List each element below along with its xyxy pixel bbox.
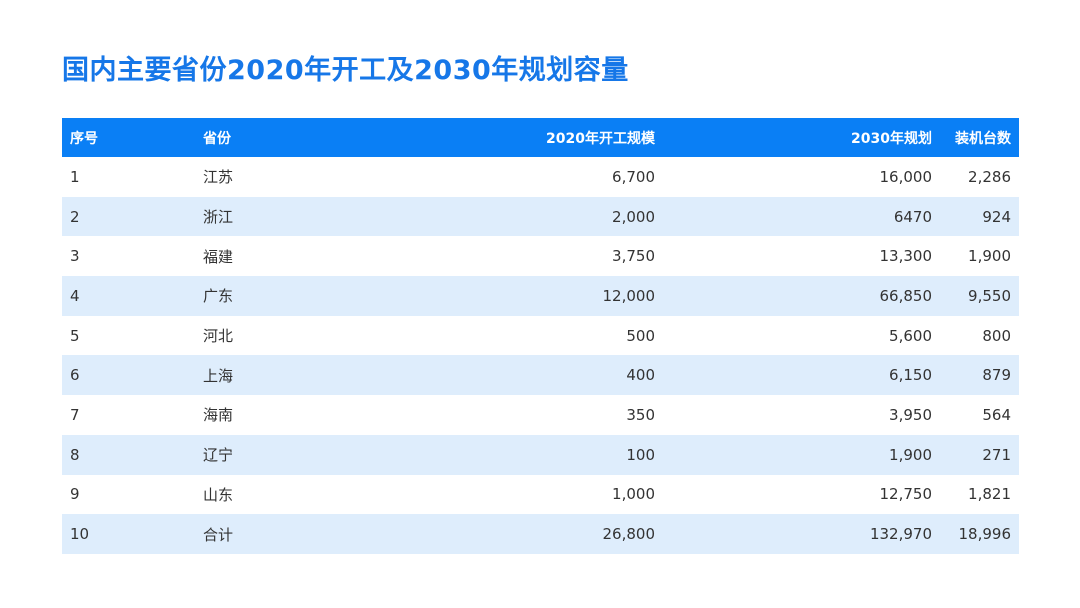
cell-2030-plan: 132,970 [663,514,940,554]
cell-province: 江苏 [195,157,329,197]
table-row: 6 上海 400 6,150 879 [62,355,1019,396]
cell-2020-scale: 12,000 [329,276,663,316]
header-unit-count: 装机台数 [940,118,1019,157]
header-2020-scale: 2020年开工规模 [329,118,663,157]
cell-2020-scale: 2,000 [329,196,663,237]
cell-2030-plan: 12,750 [663,474,940,515]
table-row: 4 广东 12,000 66,850 9,550 [62,276,1019,316]
cell-2020-scale: 6,700 [329,157,663,197]
table-row: 5 河北 500 5,600 800 [62,315,1019,356]
cell-index: 7 [62,395,195,435]
cell-2030-plan: 5,600 [663,315,940,356]
cell-province: 浙江 [195,196,329,237]
cell-2020-scale: 350 [329,395,663,435]
cell-2030-plan: 16,000 [663,157,940,197]
cell-2030-plan: 6470 [663,196,940,237]
cell-2020-scale: 100 [329,434,663,475]
cell-2030-plan: 66,850 [663,276,940,316]
table-row-total: 10 合计 26,800 132,970 18,996 [62,514,1019,554]
cell-index: 2 [62,196,195,237]
table-row: 7 海南 350 3,950 564 [62,395,1019,435]
cell-index: 3 [62,236,195,277]
table-row: 3 福建 3,750 13,300 1,900 [62,236,1019,277]
cell-unit-count: 800 [940,315,1019,356]
header-index: 序号 [62,118,195,157]
cell-2020-scale: 400 [329,355,663,396]
cell-2030-plan: 13,300 [663,236,940,277]
cell-2030-plan: 3,950 [663,395,940,435]
cell-index: 9 [62,474,195,515]
table-row: 9 山东 1,000 12,750 1,821 [62,474,1019,515]
cell-unit-count: 564 [940,395,1019,435]
table-row: 1 江苏 6,700 16,000 2,286 [62,157,1019,197]
cell-unit-count: 271 [940,434,1019,475]
cell-unit-count: 879 [940,355,1019,396]
table-header-row: 序号 省份 2020年开工规模 2030年规划 装机台数 [62,118,1019,157]
cell-2020-scale: 1,000 [329,474,663,515]
cell-2030-plan: 1,900 [663,434,940,475]
cell-2030-plan: 6,150 [663,355,940,396]
cell-province: 上海 [195,355,329,396]
cell-index: 8 [62,434,195,475]
cell-unit-count: 2,286 [940,157,1019,197]
cell-index: 10 [62,514,195,554]
cell-unit-count: 18,996 [940,514,1019,554]
cell-unit-count: 924 [940,196,1019,237]
cell-unit-count: 1,821 [940,474,1019,515]
header-province: 省份 [195,118,329,157]
cell-province: 合计 [195,514,329,554]
cell-index: 6 [62,355,195,396]
cell-2020-scale: 3,750 [329,236,663,277]
table-row: 2 浙江 2,000 6470 924 [62,196,1019,237]
cell-index: 1 [62,157,195,197]
table-row: 8 辽宁 100 1,900 271 [62,434,1019,475]
cell-unit-count: 9,550 [940,276,1019,316]
cell-unit-count: 1,900 [940,236,1019,277]
cell-2020-scale: 26,800 [329,514,663,554]
cell-province: 海南 [195,395,329,435]
cell-province: 辽宁 [195,434,329,475]
cell-index: 4 [62,276,195,316]
cell-province: 河北 [195,315,329,356]
capacity-table: 序号 省份 2020年开工规模 2030年规划 装机台数 1 江苏 6,700 … [62,118,1019,554]
cell-province: 广东 [195,276,329,316]
cell-index: 5 [62,315,195,356]
cell-province: 福建 [195,236,329,277]
header-2030-plan: 2030年规划 [663,118,940,157]
cell-province: 山东 [195,474,329,515]
page-title: 国内主要省份2020年开工及2030年规划容量 [62,55,629,86]
cell-2020-scale: 500 [329,315,663,356]
